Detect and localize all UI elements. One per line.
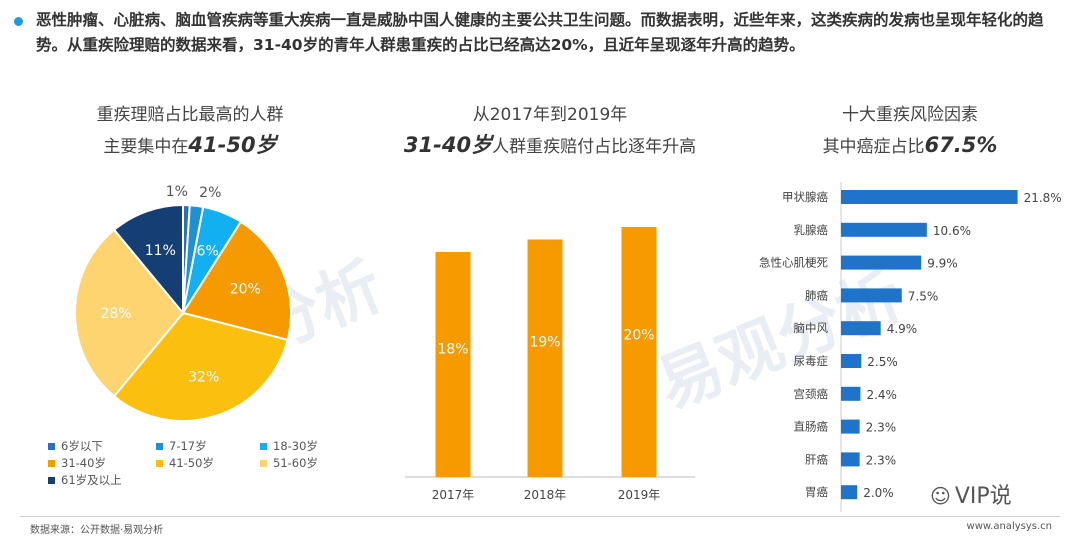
wechat-icon: ☺ <box>930 484 951 508</box>
legend-item: 18-30岁 <box>260 438 318 454</box>
hbar <box>841 452 860 467</box>
legend-swatch <box>48 443 55 450</box>
pie-title-line2: 主要集中在41-50岁 <box>103 133 277 157</box>
hbar-category-label: 肺癌 <box>805 288 828 302</box>
hbar-chart: 甲状腺癌 21.8% 乳腺癌 10.6% 急性心肌梗死 9.9% 肺癌 7.5% 脑中风 4.9%… <box>759 182 1062 512</box>
hbar-title-line1: 十大重疾风险因素 <box>842 105 978 125</box>
legend-item: 41-50岁 <box>156 455 214 471</box>
hbar-data-label: 10.6% <box>933 224 971 238</box>
footer-divider <box>20 516 1060 517</box>
pie-title-line1: 重疾理赔占比最高的人群 <box>96 105 284 125</box>
hbar-data-label: 2.5% <box>867 355 898 369</box>
hbar-data-label: 2.3% <box>866 453 897 467</box>
pie-data-label: 11% <box>145 243 176 259</box>
hbar-panel-title: 十大重疾风险因素 其中癌症占比67.5% <box>770 100 1050 162</box>
legend-swatch <box>260 443 267 450</box>
hbar <box>841 255 922 270</box>
legend-label: 61岁及以上 <box>61 473 122 487</box>
bar-title-emphasis: 31-40岁 <box>403 133 493 157</box>
legend-swatch <box>156 443 163 450</box>
legend-item: 51-60岁 <box>260 455 318 471</box>
hbar-title-line2: 其中癌症占比67.5% <box>822 133 998 157</box>
intro-text: 恶性肿瘤、心脏病、脑血管疾病等重大疾病一直是威胁中国人健康的主要公共卫生问题。而… <box>36 11 1044 54</box>
hbar-category-label: 直肠癌 <box>794 420 829 434</box>
hbar-data-label: 2.4% <box>866 388 897 402</box>
pie-data-label: 1% <box>166 184 188 200</box>
hbar-category-label: 宫颈癌 <box>794 387 829 401</box>
bar-data-label: 20% <box>623 328 654 344</box>
pie-slice <box>112 311 289 422</box>
legend-label: 7-17岁 <box>169 439 207 453</box>
hbar-data-label: 9.9% <box>927 257 958 271</box>
legend-label: 31-40岁 <box>61 456 106 470</box>
hbar-category-label: 乳腺癌 <box>794 223 829 237</box>
bar-category-label: 2017年 <box>432 488 475 502</box>
pie-slice <box>112 203 184 316</box>
bar <box>621 227 657 477</box>
pie-data-label: 20% <box>230 281 261 297</box>
bar-chart: 18% 2017年 19% 2018年 20% 2019年 <box>405 227 695 502</box>
pie-data-label: 6% <box>197 244 219 260</box>
hbar-title-emphasis: 67.5% <box>924 133 998 157</box>
bar-title-line2: 31-40岁人群重疾赔付占比逐年升高 <box>403 133 697 157</box>
hbar <box>841 321 881 336</box>
hbar-data-label: 7.5% <box>908 289 939 303</box>
legend-label: 51-60岁 <box>273 456 318 470</box>
bar-data-label: 19% <box>529 334 560 350</box>
legend-swatch <box>260 460 267 467</box>
pie-panel-title: 重疾理赔占比最高的人群 主要集中在41-50岁 <box>40 100 340 162</box>
bar-panel-title: 从2017年到2019年 31-40岁人群重疾赔付占比逐年升高 <box>380 100 720 162</box>
hbar-category-label: 肝癌 <box>805 452 828 466</box>
legend-label: 18-30岁 <box>273 439 318 453</box>
legend-item: 31-40岁 <box>48 455 106 471</box>
hbar <box>841 354 862 368</box>
legend-label: 41-50岁 <box>169 456 214 470</box>
hbar <box>841 190 1018 204</box>
bar-title-line1: 从2017年到2019年 <box>472 105 628 125</box>
legend-swatch <box>48 477 55 484</box>
site-url[interactable]: www.analysys.cn <box>966 521 1052 532</box>
pie-data-label: 28% <box>100 306 131 322</box>
vip-label: VIP说 <box>954 484 1012 509</box>
intro-paragraph: 恶性肿瘤、心脏病、脑血管疾病等重大疾病一直是威胁中国人健康的主要公共卫生问题。而… <box>14 8 1064 58</box>
bar-data-label: 18% <box>437 341 468 357</box>
hbar-category-label: 尿毒症 <box>794 354 829 368</box>
legend-label: 6岁以下 <box>61 439 103 453</box>
hbar <box>841 288 902 303</box>
bullet-dot-icon <box>14 17 23 26</box>
bar <box>527 239 563 477</box>
hbar-category-label: 胃癌 <box>805 485 828 499</box>
hbar <box>841 419 860 434</box>
hbar <box>841 386 861 401</box>
hbar-data-label: 2.3% <box>866 421 897 435</box>
vip-badge: ☺ VIP说 <box>930 478 1012 510</box>
legend-item: 6岁以下 <box>48 438 103 454</box>
hbar-category-label: 脑中风 <box>794 321 829 335</box>
bar-category-label: 2018年 <box>524 488 567 502</box>
pie-slice <box>181 220 292 342</box>
pie-data-label: 32% <box>188 370 219 386</box>
legend-item: 7-17岁 <box>156 438 207 454</box>
hbar <box>841 485 858 500</box>
hbar-data-label: 4.9% <box>887 322 918 336</box>
legend-swatch <box>48 460 55 467</box>
pie-title-emphasis: 41-50岁 <box>188 133 277 157</box>
data-source: 数据来源：公开数据·易观分析 <box>30 525 164 536</box>
pie-slice <box>74 228 185 398</box>
hbar-category-label: 甲状腺癌 <box>782 190 828 204</box>
hbar-data-label: 2.0% <box>863 486 894 500</box>
bar <box>435 252 471 477</box>
pie-chart: 1% 2% 6% 20% 32% 28% 11% <box>74 184 292 422</box>
hbar <box>841 222 927 237</box>
legend-item: 61岁及以上 <box>48 472 122 488</box>
pie-data-label: 2% <box>199 185 221 201</box>
hbar-category-label: 急性心肌梗死 <box>759 256 828 270</box>
bar-category-label: 2019年 <box>618 488 661 502</box>
legend-swatch <box>156 460 163 467</box>
hbar-data-label: 21.8% <box>1024 191 1062 205</box>
